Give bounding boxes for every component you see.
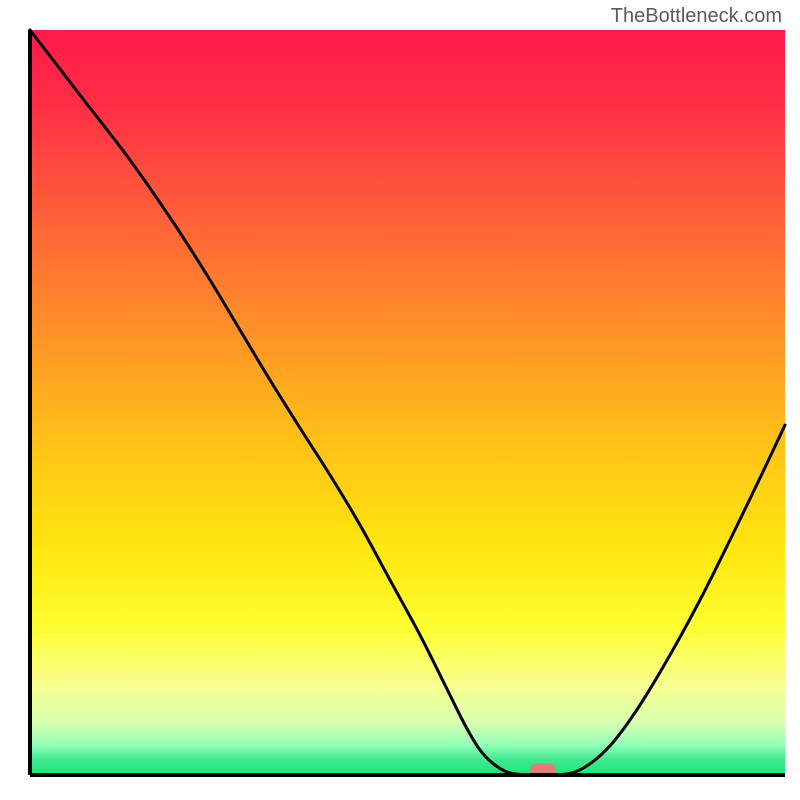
chart-background [30,30,785,775]
watermark-text: TheBottleneck.com [611,5,782,28]
chart-svg [0,0,800,800]
bottleneck-chart [0,0,800,800]
